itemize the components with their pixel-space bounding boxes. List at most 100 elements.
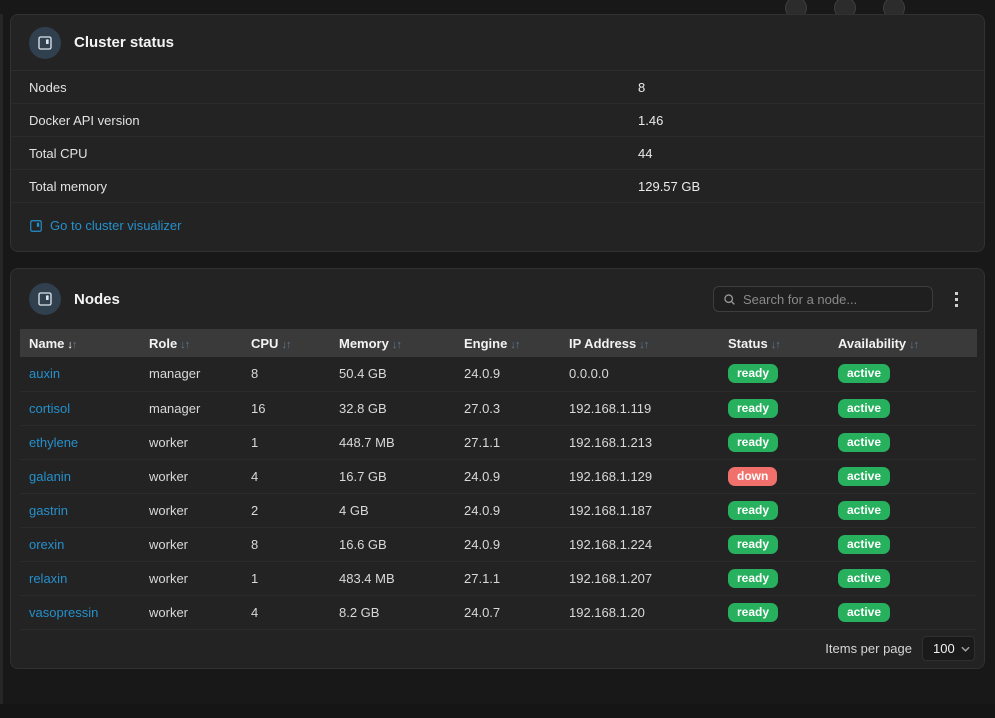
node-memory: 50.4 GB — [330, 357, 455, 392]
cluster-status-row: Total memory 129.57 GB — [11, 170, 984, 203]
node-engine: 24.0.9 — [455, 459, 560, 494]
node-availability-badge: active — [838, 432, 891, 452]
kebab-menu-icon[interactable] — [946, 286, 966, 312]
cluster-status-row-label: Docker API version — [29, 112, 140, 128]
column-header-label: CPU — [251, 335, 279, 351]
sort-arrows-icon: ↓↑ — [770, 338, 781, 351]
sort-arrows-icon: ↓↑ — [510, 338, 520, 351]
node-row: gastrin worker 2 4 GB 24.0.9 192.168.1.1… — [20, 493, 977, 528]
sort-arrows-icon: ↓↑ — [281, 338, 291, 351]
node-ip: 192.168.1.129 — [560, 459, 719, 494]
column-header[interactable]: Engine ↓↑ — [455, 329, 560, 357]
node-engine: 24.0.7 — [455, 595, 560, 630]
node-availability-badge: active — [838, 500, 891, 520]
node-name-link[interactable]: relaxin — [29, 570, 68, 586]
widget-icon — [29, 283, 61, 315]
column-header[interactable]: Availability ↓↑ — [829, 329, 977, 357]
node-engine: 27.1.1 — [455, 561, 560, 596]
node-cpu: 4 — [242, 595, 330, 630]
node-memory: 8.2 GB — [330, 595, 455, 630]
cluster-status-row-label: Total CPU — [29, 145, 88, 161]
column-header-label: Role — [149, 335, 178, 351]
node-name-link[interactable]: gastrin — [29, 502, 69, 518]
node-status-badge: ready — [728, 364, 779, 384]
sort-arrows-icon: ↓↑ — [180, 338, 190, 351]
node-cpu: 4 — [242, 459, 330, 494]
column-header[interactable]: Name ↓↑ — [20, 329, 140, 357]
node-search-box — [713, 286, 933, 312]
items-per-page-select[interactable]: 100 — [922, 636, 975, 661]
sort-arrows-icon: ↓↑ — [639, 338, 649, 351]
node-role: worker — [140, 595, 242, 630]
node-name-link[interactable]: orexin — [29, 536, 65, 552]
node-role: worker — [140, 425, 242, 460]
node-ip: 192.168.1.213 — [560, 425, 719, 460]
node-name-link[interactable]: auxin — [29, 366, 61, 382]
node-memory: 16.7 GB — [330, 459, 455, 494]
column-header[interactable]: Status ↓↑ — [719, 329, 829, 357]
column-header[interactable]: CPU ↓↑ — [242, 329, 330, 357]
cluster-status-header: Cluster status — [11, 15, 984, 71]
node-row: auxin manager 8 50.4 GB 24.0.9 0.0.0.0 r… — [20, 357, 977, 392]
node-role: worker — [140, 527, 242, 562]
node-ip: 192.168.1.187 — [560, 493, 719, 528]
cluster-status-row-label: Total memory — [29, 178, 108, 194]
node-availability-badge: active — [838, 568, 891, 588]
column-header[interactable]: IP Address ↓↑ — [560, 329, 719, 357]
column-header-label: Status — [728, 335, 768, 351]
search-icon — [724, 293, 735, 305]
node-engine: 24.0.9 — [455, 493, 560, 528]
node-cpu: 8 — [242, 527, 330, 562]
node-ip: 192.168.1.224 — [560, 527, 719, 562]
widget-icon — [29, 26, 61, 59]
cluster-status-row: Total CPU 44 — [11, 137, 984, 170]
node-ip: 192.168.1.207 — [560, 561, 719, 596]
cluster-visualizer-link[interactable]: Go to cluster visualizer — [29, 218, 182, 233]
node-row: relaxin worker 1 483.4 MB 27.1.1 192.168… — [20, 561, 977, 596]
node-availability-badge: active — [838, 364, 891, 384]
node-status-badge: ready — [728, 602, 779, 622]
column-header[interactable]: Role ↓↑ — [140, 329, 242, 357]
column-header[interactable]: Memory ↓↑ — [330, 329, 455, 357]
nodes-header: Nodes — [11, 269, 984, 329]
node-ip: 0.0.0.0 — [560, 357, 719, 392]
node-engine: 24.0.9 — [455, 357, 560, 392]
node-status-badge: ready — [728, 534, 779, 554]
items-per-page-label: Items per page — [825, 641, 912, 656]
page-bottom-edge — [0, 704, 995, 718]
node-engine: 27.1.1 — [455, 425, 560, 460]
sidebar-edge — [0, 14, 3, 718]
cluster-status-row-value: 44 — [638, 145, 653, 161]
node-cpu: 1 — [242, 561, 330, 596]
node-engine: 27.0.3 — [455, 391, 560, 426]
node-name-link[interactable]: galanin — [29, 468, 71, 484]
node-engine: 24.0.9 — [455, 527, 560, 562]
cluster-visualizer-link-label: Go to cluster visualizer — [50, 218, 182, 233]
node-cpu: 2 — [242, 493, 330, 528]
node-name-link[interactable]: cortisol — [29, 400, 71, 416]
node-role: worker — [140, 493, 242, 528]
cluster-status-title: Cluster status — [74, 34, 175, 51]
node-status-badge: ready — [728, 568, 779, 588]
node-search-input[interactable] — [743, 291, 923, 307]
node-name-link[interactable]: ethylene — [29, 434, 79, 450]
node-cpu: 16 — [242, 391, 330, 426]
column-header-label: Name — [29, 335, 65, 351]
node-row: ethylene worker 1 448.7 MB 27.1.1 192.16… — [20, 425, 977, 460]
node-role: worker — [140, 561, 242, 596]
table-footer: Items per page 100 — [11, 630, 984, 668]
node-status-badge: ready — [728, 432, 779, 452]
node-role: worker — [140, 459, 242, 494]
cluster-status-row-value: 129.57 GB — [638, 178, 701, 194]
sort-arrows-icon: ↓↑ — [391, 338, 402, 351]
nodes-panel: Nodes Name↓↑ Role↓↑ CPU↓↑ M — [10, 268, 985, 669]
cluster-status-rows: Nodes 8 Docker API version 1.46 Total CP… — [11, 71, 984, 203]
node-memory: 448.7 MB — [330, 425, 455, 460]
node-ip: 192.168.1.20 — [560, 595, 719, 630]
node-availability-badge: active — [838, 466, 891, 486]
sort-arrows-icon: ↓↑ — [909, 338, 919, 351]
cluster-status-row-value: 1.46 — [638, 112, 664, 128]
cluster-status-row-label: Nodes — [29, 79, 67, 95]
node-cpu: 1 — [242, 425, 330, 460]
node-name-link[interactable]: vasopressin — [29, 604, 99, 620]
